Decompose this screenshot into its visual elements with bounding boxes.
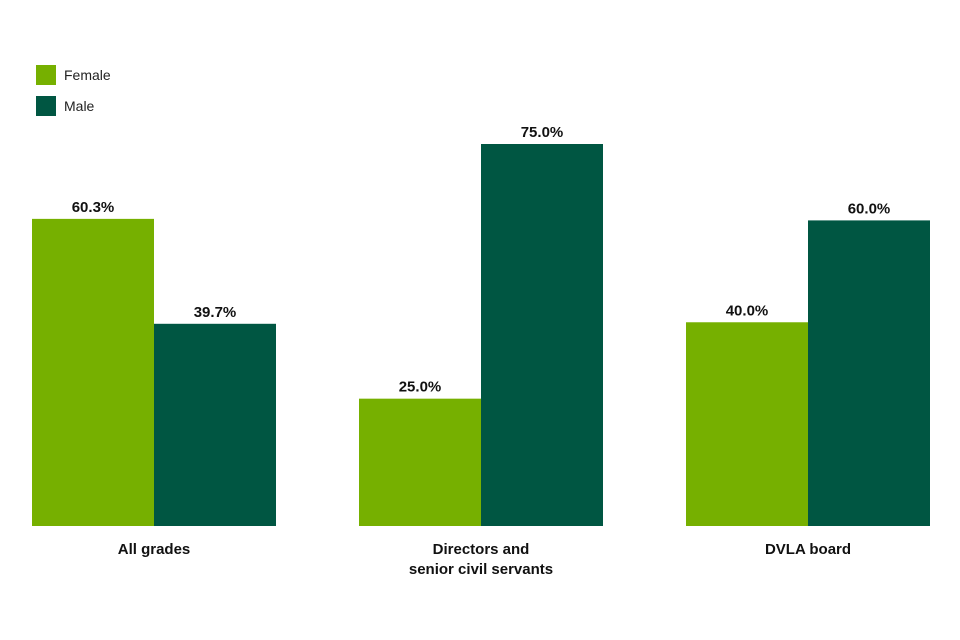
category-labels-group: All grades Directors and senior civil serv… [118,541,851,578]
bar-female-2 [686,322,808,526]
bar-male-0 [154,323,276,526]
category-label-2-line-0: DVLA board [765,541,851,558]
legend-swatch-male [36,96,56,116]
bar-female-1 [359,398,481,526]
bar-female-0 [32,218,154,526]
bar-male-2 [808,220,930,526]
legend: Female Male [36,64,111,126]
bars-group [32,144,930,526]
category-label-1-line-1: senior civil servants [409,561,553,578]
legend-swatch-female [36,65,56,85]
value-labels-group: 60.3% 39.7% 25.0% 75.0% 40.0% 60.0% [72,124,891,396]
category-label-0-line-0: All grades [118,541,191,558]
value-label-female-1: 25.0% [399,379,442,396]
value-label-male-1: 75.0% [521,124,564,141]
value-label-female-2: 40.0% [726,302,769,319]
legend-label-female: Female [64,67,111,83]
value-label-male-2: 60.0% [848,200,891,217]
legend-item-female: Female [36,64,111,86]
legend-item-male: Male [36,95,111,117]
legend-label-male: Male [64,98,95,114]
bar-male-1 [481,144,603,526]
value-label-male-0: 39.7% [194,304,237,321]
category-label-1-line-0: Directors and [433,541,530,558]
value-label-female-0: 60.3% [72,199,115,216]
